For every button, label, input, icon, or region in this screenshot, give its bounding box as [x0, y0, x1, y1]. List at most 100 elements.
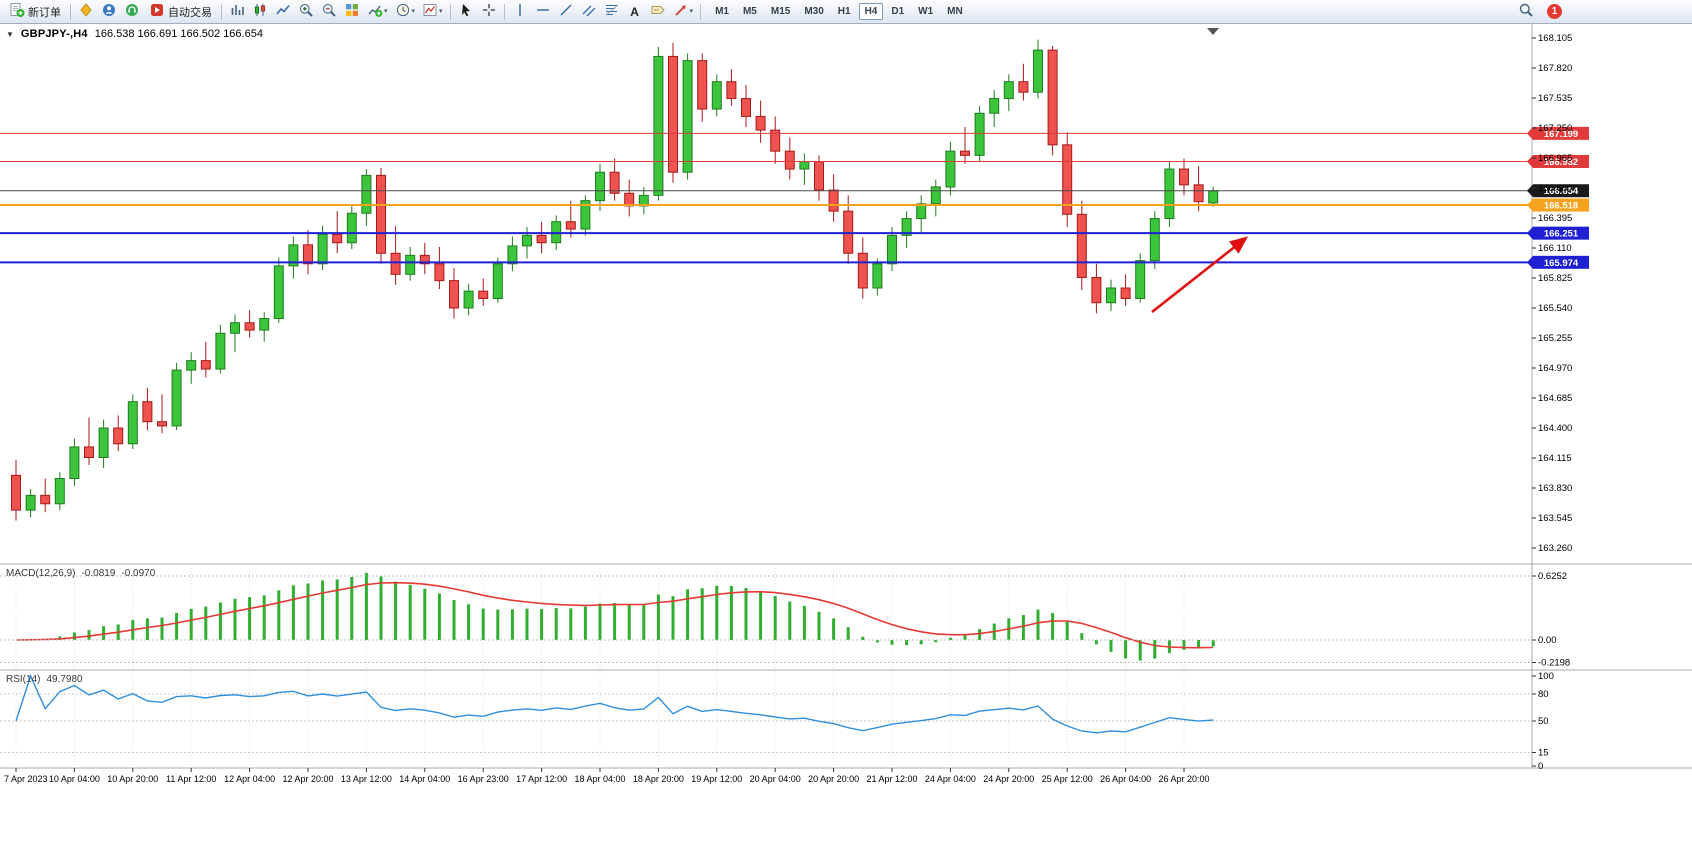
chart-canvas[interactable]: 0.6252 0.00 -0.2198 100 80 50 15 0 167.199 166.93… — [0, 24, 1692, 852]
zoom-in-button[interactable] — [295, 2, 317, 22]
svg-text:167.250: 167.250 — [1538, 123, 1572, 134]
price-badge — [1533, 184, 1589, 198]
timeframe-H4[interactable]: H4 — [858, 3, 884, 20]
candlestick-icon — [252, 2, 268, 21]
svg-text:163.830: 163.830 — [1538, 483, 1572, 494]
autotrading-button[interactable]: 自动交易 — [144, 2, 217, 22]
equidistant-channel-button[interactable] — [578, 2, 600, 22]
template-icon — [422, 2, 438, 21]
svg-text:10 Apr 04:00: 10 Apr 04:00 — [49, 774, 100, 784]
svg-text:163.545: 163.545 — [1538, 513, 1572, 524]
chart-shift-icon[interactable] — [1207, 28, 1219, 35]
price-badge — [1533, 198, 1589, 212]
trendline-icon — [558, 2, 574, 21]
rsi-label: RSI(14) 49.7980 — [6, 674, 83, 685]
arrows-button[interactable]: ▾ — [670, 2, 697, 22]
svg-text:164.115: 164.115 — [1538, 453, 1572, 464]
crosshair-icon — [481, 2, 497, 21]
chart-area[interactable]: 0.6252 0.00 -0.2198 100 80 50 15 0 167.199 166.93… — [0, 24, 1692, 852]
candlestick-mode-button[interactable] — [249, 2, 271, 22]
new-order-button[interactable]: 新订单 — [4, 2, 66, 22]
ohlc-values: 166.538 166.691 166.502 166.654 — [94, 28, 263, 40]
search-icon — [1518, 2, 1534, 21]
time-axis: 7 Apr 2023 10 Apr 04:00 10 Apr 20:00 11 Apr… — [4, 768, 1210, 784]
svg-text:0: 0 — [1538, 761, 1543, 772]
svg-text:165.255: 165.255 — [1538, 333, 1572, 344]
horizontal-line-button[interactable] — [532, 2, 554, 22]
toolbar-separator — [503, 3, 505, 20]
periods-button[interactable]: ▾ — [392, 2, 419, 22]
notification-badge[interactable]: 1 — [1547, 4, 1562, 19]
svg-text:0.00: 0.00 — [1538, 635, 1557, 646]
vertical-line-button[interactable] — [509, 2, 531, 22]
trendline-button[interactable] — [555, 2, 577, 22]
toolbar-separator — [700, 3, 702, 20]
svg-text:164.685: 164.685 — [1538, 393, 1572, 404]
bar-chart-icon — [229, 2, 245, 21]
svg-text:164.400: 164.400 — [1538, 423, 1572, 434]
symbol-period-label: GBPJPY-,H4 — [20, 28, 88, 40]
new-order-icon — [9, 2, 25, 21]
svg-text:25 Apr 12:00: 25 Apr 12:00 — [1042, 774, 1093, 784]
text-button[interactable]: A — [624, 2, 646, 22]
svg-text:10 Apr 20:00: 10 Apr 20:00 — [107, 774, 158, 784]
fibonacci-button[interactable] — [601, 2, 623, 22]
symbol-dropdown-icon[interactable]: ▼ — [6, 29, 14, 39]
candles-layer — [11, 39, 1219, 521]
svg-text:24 Apr 04:00: 24 Apr 04:00 — [925, 774, 976, 784]
clock-icon — [395, 2, 411, 21]
level-lines-layer[interactable]: 167.199 166.932 166.654 166.518 166.251 165.9… — [0, 126, 1589, 269]
vertical-line-icon — [512, 2, 528, 21]
svg-text:24 Apr 20:00: 24 Apr 20:00 — [983, 774, 1034, 784]
chevron-down-icon: ▾ — [439, 8, 443, 15]
trend-arrow[interactable] — [1151, 236, 1249, 314]
autotrading-label: 自动交易 — [168, 6, 212, 19]
timeframe-M15[interactable]: M15 — [765, 3, 796, 20]
templates-button[interactable]: ▾ — [419, 2, 446, 22]
market-button[interactable] — [98, 2, 120, 22]
svg-text:17 Apr 12:00: 17 Apr 12:00 — [516, 774, 567, 784]
chevron-down-icon: ▾ — [384, 8, 388, 15]
svg-text:11 Apr 12:00: 11 Apr 12:00 — [166, 774, 216, 784]
indicators-button[interactable]: ▾ — [364, 2, 391, 22]
signals-button[interactable] — [75, 2, 97, 22]
search-button[interactable] — [1515, 2, 1537, 22]
zoom-out-icon — [321, 2, 337, 21]
zoom-out-button[interactable] — [318, 2, 340, 22]
timeframe-MN[interactable]: MN — [941, 3, 969, 20]
timeframe-D1[interactable]: D1 — [885, 3, 910, 20]
tile-windows-icon — [344, 2, 360, 21]
line-chart-mode-button[interactable] — [272, 2, 294, 22]
svg-text:165.540: 165.540 — [1538, 303, 1572, 314]
panel-borders — [0, 24, 1692, 769]
timeframe-M1[interactable]: M1 — [709, 3, 735, 20]
text-label-icon — [650, 2, 666, 21]
svg-text:14 Apr 04:00: 14 Apr 04:00 — [399, 774, 450, 784]
rsi-value: 49.7980 — [46, 674, 83, 685]
chart-header: ▼ GBPJPY-,H4 166.538 166.691 166.502 166… — [6, 28, 263, 40]
svg-text:16 Apr 23:00: 16 Apr 23:00 — [458, 774, 509, 784]
svg-text:167.820: 167.820 — [1538, 63, 1572, 74]
arrow-annotation[interactable] — [1151, 236, 1249, 314]
timeframe-M5[interactable]: M5 — [737, 3, 763, 20]
macd-name: MACD(12,26,9) — [6, 568, 76, 579]
signals-icon — [78, 2, 94, 21]
tile-windows-button[interactable] — [341, 2, 363, 22]
svg-text:167.535: 167.535 — [1538, 93, 1572, 104]
macd-value-main: -0.0819 — [81, 568, 116, 579]
timeframe-M30[interactable]: M30 — [798, 3, 829, 20]
macd-label: MACD(12,26,9) -0.0819 -0.0970 — [6, 568, 155, 579]
svg-text:12 Apr 20:00: 12 Apr 20:00 — [282, 774, 333, 784]
bar-chart-mode-button[interactable] — [226, 2, 248, 22]
vps-button[interactable] — [121, 2, 143, 22]
timeframe-H1[interactable]: H1 — [832, 3, 857, 20]
svg-text:13 Apr 12:00: 13 Apr 12:00 — [341, 774, 392, 784]
cursor-button[interactable] — [455, 2, 477, 22]
indicators-icon — [367, 2, 383, 21]
toolbar-separator — [70, 3, 71, 20]
text-label-button[interactable] — [647, 2, 669, 22]
timeframe-W1[interactable]: W1 — [912, 3, 939, 20]
macd-value-signal: -0.0970 — [121, 568, 156, 579]
crosshair-button[interactable] — [478, 2, 500, 22]
new-order-label: 新订单 — [28, 6, 61, 19]
